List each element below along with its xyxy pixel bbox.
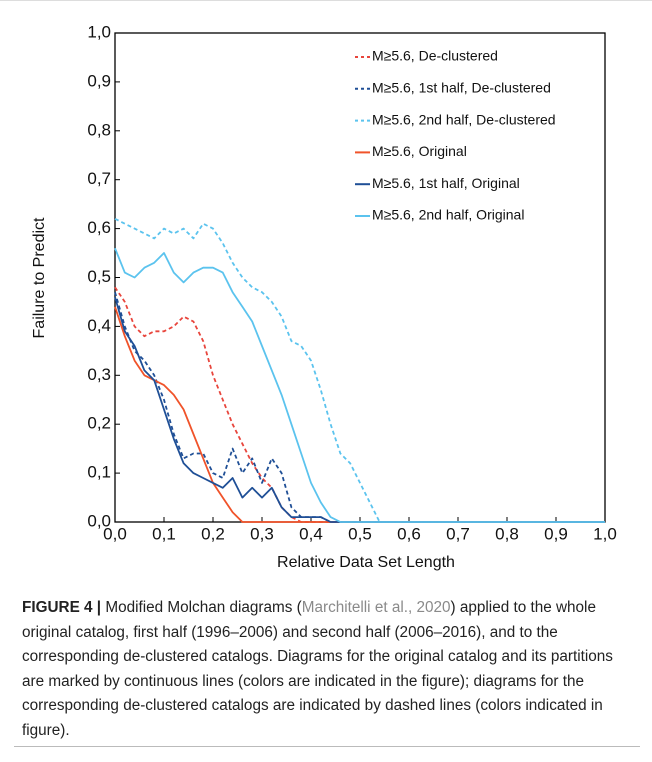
caption-label: FIGURE 4 | bbox=[22, 599, 102, 616]
legend-label: M≥5.6, 2nd half, Original bbox=[372, 207, 524, 223]
x-tick-label: 0,8 bbox=[495, 524, 519, 543]
series-line bbox=[114, 217, 605, 523]
figure-caption: FIGURE 4 | Modified Molchan diagrams (Ma… bbox=[14, 596, 640, 747]
series-line bbox=[114, 306, 605, 523]
series-line bbox=[114, 291, 605, 523]
y-tick-label: 0,9 bbox=[87, 71, 111, 90]
top-rule bbox=[0, 0, 652, 1]
x-tick-label: 0,7 bbox=[446, 524, 470, 543]
legend-label: M≥5.6, 2nd half, De-clustered bbox=[372, 111, 556, 127]
x-axis-label: Relative Data Set Length bbox=[277, 554, 455, 571]
x-tick-label: 0,3 bbox=[250, 524, 274, 543]
y-tick-label: 0,8 bbox=[87, 120, 111, 139]
x-tick-label: 1,0 bbox=[593, 524, 617, 543]
y-tick-label: 0,1 bbox=[87, 463, 111, 482]
legend-label: M≥5.6, De-clustered bbox=[372, 48, 498, 64]
caption-text: ) applied to the whole original catalog,… bbox=[22, 599, 613, 739]
chart: Relative Data Set Length Failure to Pred… bbox=[31, 22, 617, 571]
x-tick-label: 0,6 bbox=[397, 524, 421, 543]
y-tick-label: 0,7 bbox=[87, 169, 111, 188]
y-tick-label: 1,0 bbox=[87, 22, 111, 41]
y-tick-label: 0,4 bbox=[87, 316, 111, 335]
y-axis-label: Failure to Predict bbox=[31, 217, 48, 338]
caption-text: Modified Molchan diagrams ( bbox=[101, 599, 302, 616]
legend-label: M≥5.6, 1st half, Original bbox=[372, 175, 520, 191]
y-tick-label: 0,6 bbox=[87, 218, 111, 237]
x-tick-label: 0,2 bbox=[201, 524, 225, 543]
y-tick-label: 0,3 bbox=[87, 365, 111, 384]
x-tick-label: 0,4 bbox=[299, 524, 323, 543]
x-tick-label: 0,5 bbox=[348, 524, 372, 543]
series-line bbox=[114, 286, 605, 523]
series-line bbox=[114, 296, 605, 523]
x-tick-label: 0,0 bbox=[103, 524, 127, 543]
y-tick-label: 0,5 bbox=[87, 267, 111, 286]
y-tick-label: 0,0 bbox=[87, 511, 111, 530]
legend-label: M≥5.6, Original bbox=[372, 143, 467, 159]
caption-link[interactable]: Marchitelli et al., 2020 bbox=[301, 599, 451, 616]
legend-label: M≥5.6, 1st half, De-clustered bbox=[372, 80, 551, 96]
x-tick-label: 0,1 bbox=[152, 524, 176, 543]
y-tick-label: 0,2 bbox=[87, 414, 111, 433]
x-tick-label: 0,9 bbox=[544, 524, 568, 543]
series-line bbox=[114, 247, 605, 523]
